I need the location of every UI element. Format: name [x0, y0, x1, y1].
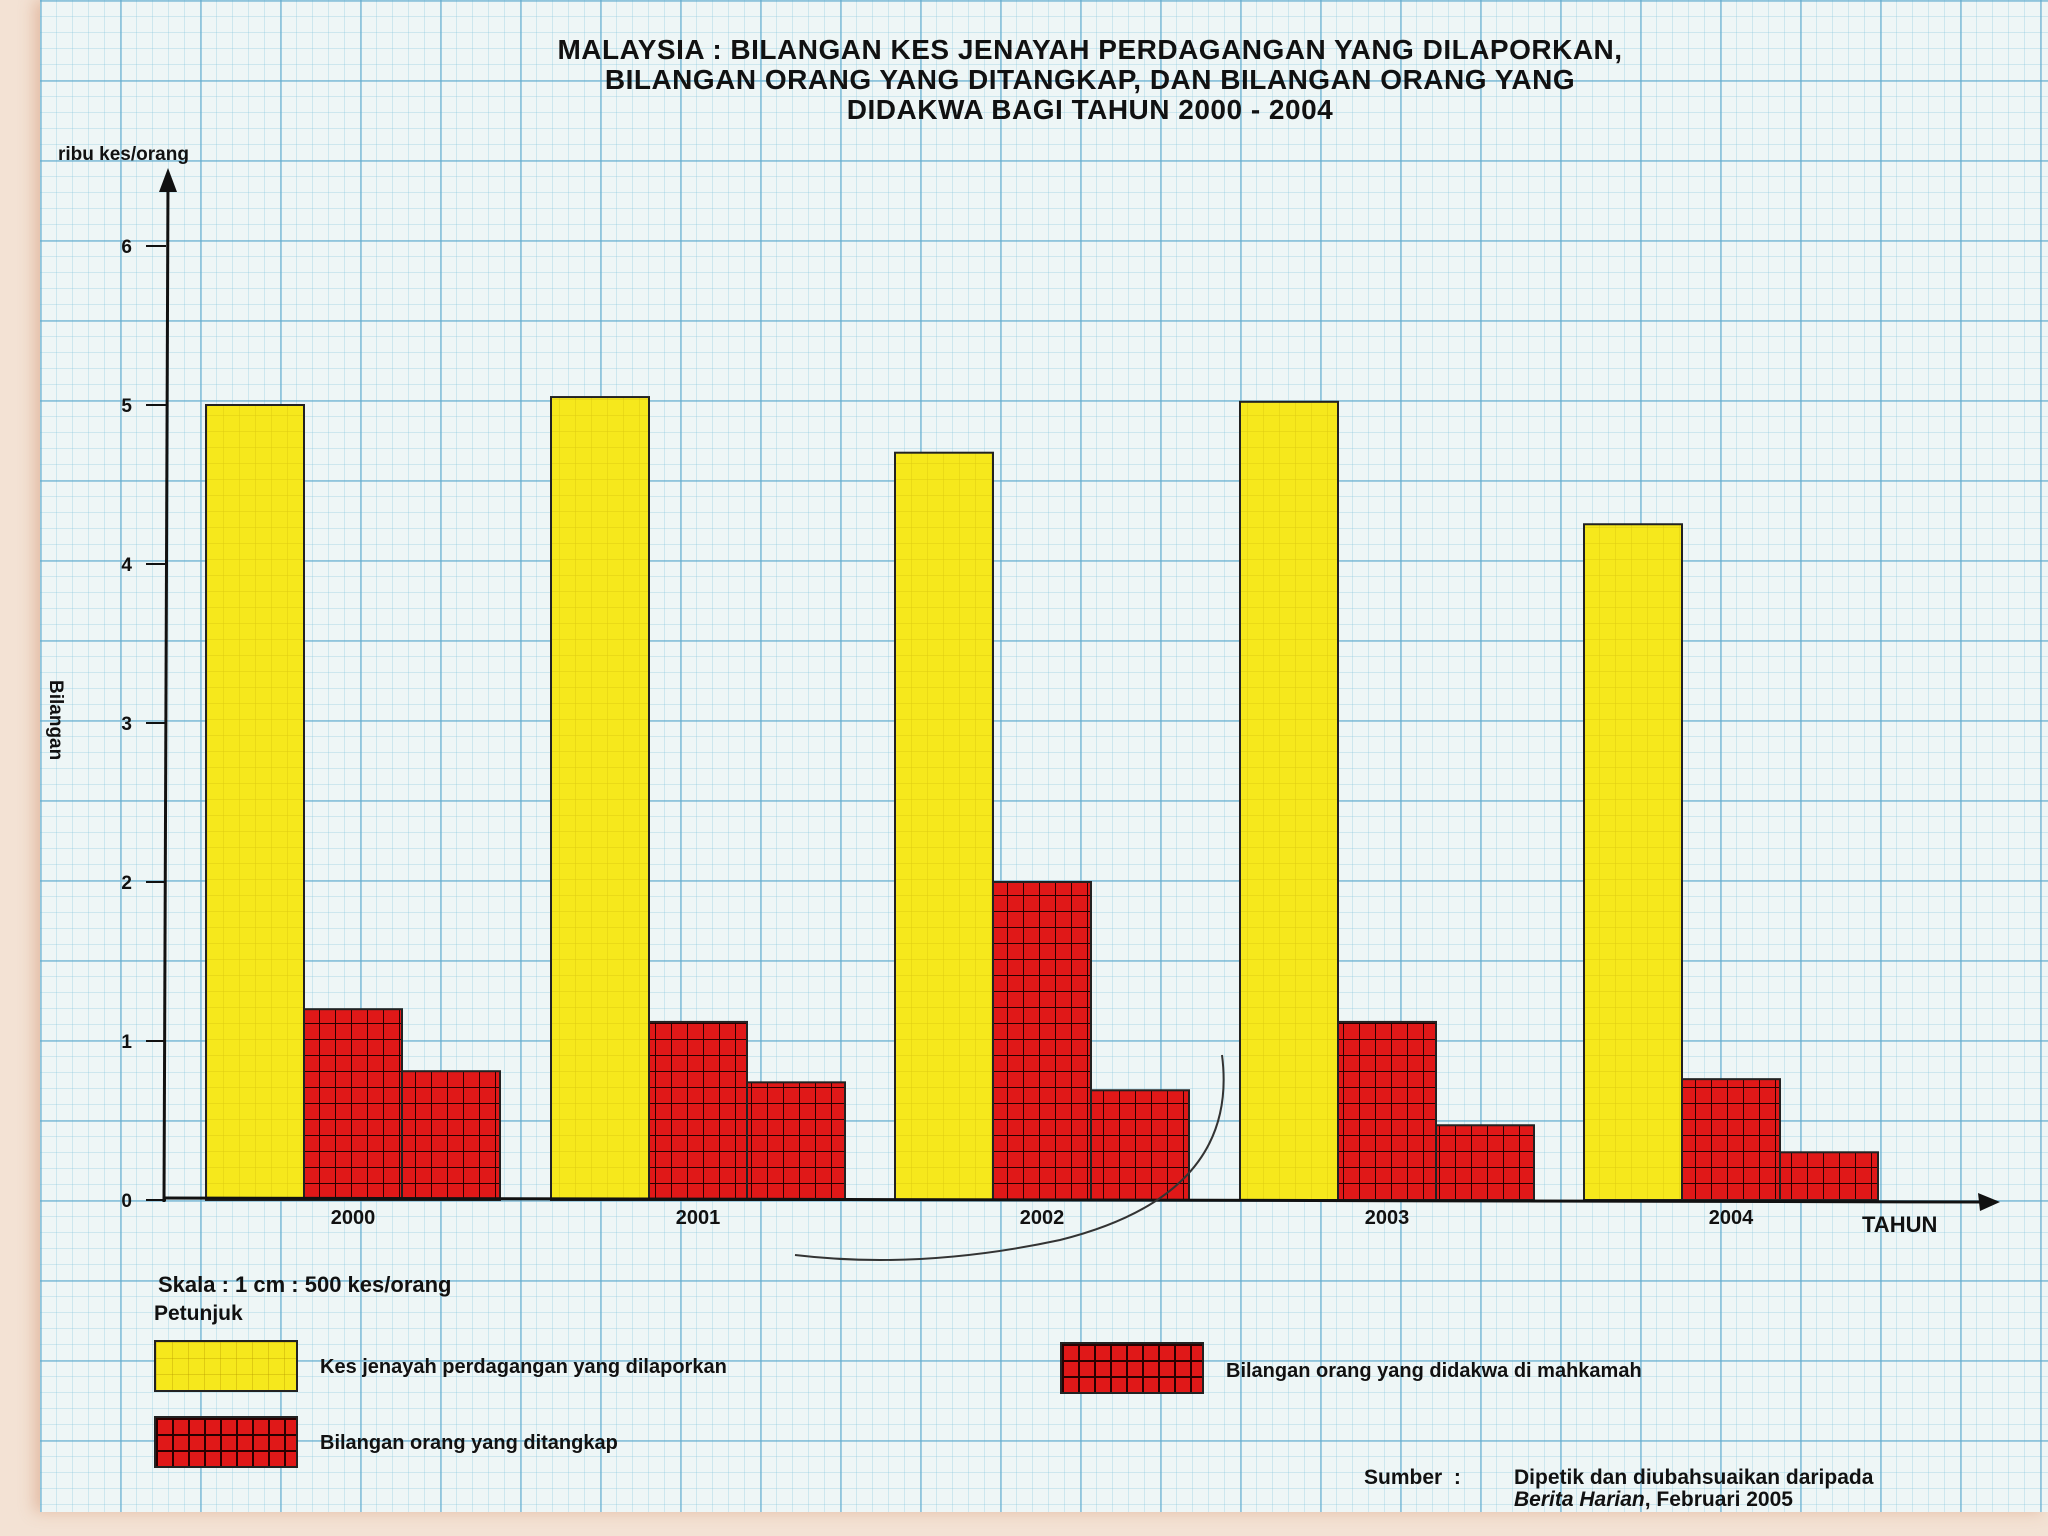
bar-arrested-2001 — [648, 1020, 748, 1201]
legend-heading: Petunjuk — [154, 1302, 243, 1325]
bar-reported-2001 — [550, 396, 650, 1201]
legend-label-charged: Bilangan orang yang didakwa di mahkamah — [1226, 1360, 1642, 1382]
x-axis-line — [163, 1196, 1991, 1204]
x-tick-label-2002: 2002 — [1020, 1207, 1065, 1229]
bar-reported-2003 — [1239, 400, 1339, 1201]
y-tick-label-6: 6 — [121, 237, 132, 258]
chart-title-line-2: BILANGAN ORANG YANG DITANGKAP, DAN BILAN… — [604, 64, 1576, 95]
bar-reported-2004 — [1583, 523, 1683, 1201]
bar-charged-2002 — [1090, 1089, 1190, 1202]
x-axis-arrow — [1978, 1193, 2000, 1211]
bar-reported-2000 — [205, 404, 305, 1201]
y-tick-label-4: 4 — [121, 555, 132, 576]
y-axis-line — [162, 179, 170, 1203]
pen-mark — [794, 1054, 1225, 1261]
bar-charged-2003 — [1435, 1124, 1535, 1202]
y-unit-label: ribu kes/orang — [58, 144, 189, 165]
bar-arrested-2000 — [303, 1008, 403, 1202]
y-tick-label-3: 3 — [121, 714, 132, 735]
bar-reported-2002 — [894, 451, 994, 1201]
x-axis-label: TAHUN — [1862, 1212, 1937, 1237]
y-tick-label-5: 5 — [121, 396, 132, 417]
source-line-2-rest: , Februari 2005 — [1644, 1488, 1793, 1511]
bar-charged-2001 — [746, 1081, 846, 1201]
legend-swatch-reported — [154, 1340, 298, 1392]
chart-title-line-1: MALAYSIA : BILANGAN KES JENAYAH PERDAGAN… — [557, 34, 1623, 65]
bar-arrested-2002 — [992, 881, 1092, 1201]
source-line-1: Dipetik dan diubahsuaikan daripada — [1514, 1466, 1874, 1489]
x-tick-label-2004: 2004 — [1709, 1207, 1754, 1229]
source-line-2: Berita Harian, Februari 2005 — [1514, 1488, 1793, 1512]
legend-label-reported: Kes jenayah perdagangan yang dilaporkan — [320, 1356, 727, 1378]
x-tick-label-2001: 2001 — [676, 1207, 721, 1229]
chart-title-line-3: DIDAKWA BAGI TAHUN 2000 - 2004 — [846, 94, 1334, 125]
source-publication: Berita Harian — [1514, 1488, 1645, 1511]
graph-paper — [40, 0, 2048, 1512]
y-tick-label-1: 1 — [121, 1032, 132, 1053]
bar-arrested-2004 — [1681, 1078, 1781, 1202]
x-tick-label-2000: 2000 — [331, 1207, 376, 1229]
source-label: Sumber : — [1364, 1466, 1461, 1489]
y-tick-label-0: 0 — [121, 1191, 132, 1212]
legend-label-arrested: Bilangan orang yang ditangkap — [320, 1432, 618, 1454]
legend-swatch-charged — [1060, 1342, 1204, 1394]
bar-arrested-2003 — [1337, 1020, 1437, 1201]
x-tick-label-2003: 2003 — [1365, 1207, 1410, 1229]
bar-charged-2004 — [1779, 1151, 1879, 1202]
y-tick-label-2: 2 — [121, 873, 132, 894]
legend-swatch-arrested — [154, 1416, 298, 1468]
scale-text: Skala : 1 cm : 500 kes/orang — [158, 1272, 452, 1297]
y-axis-arrow — [159, 168, 177, 192]
bar-charged-2000 — [401, 1070, 501, 1201]
